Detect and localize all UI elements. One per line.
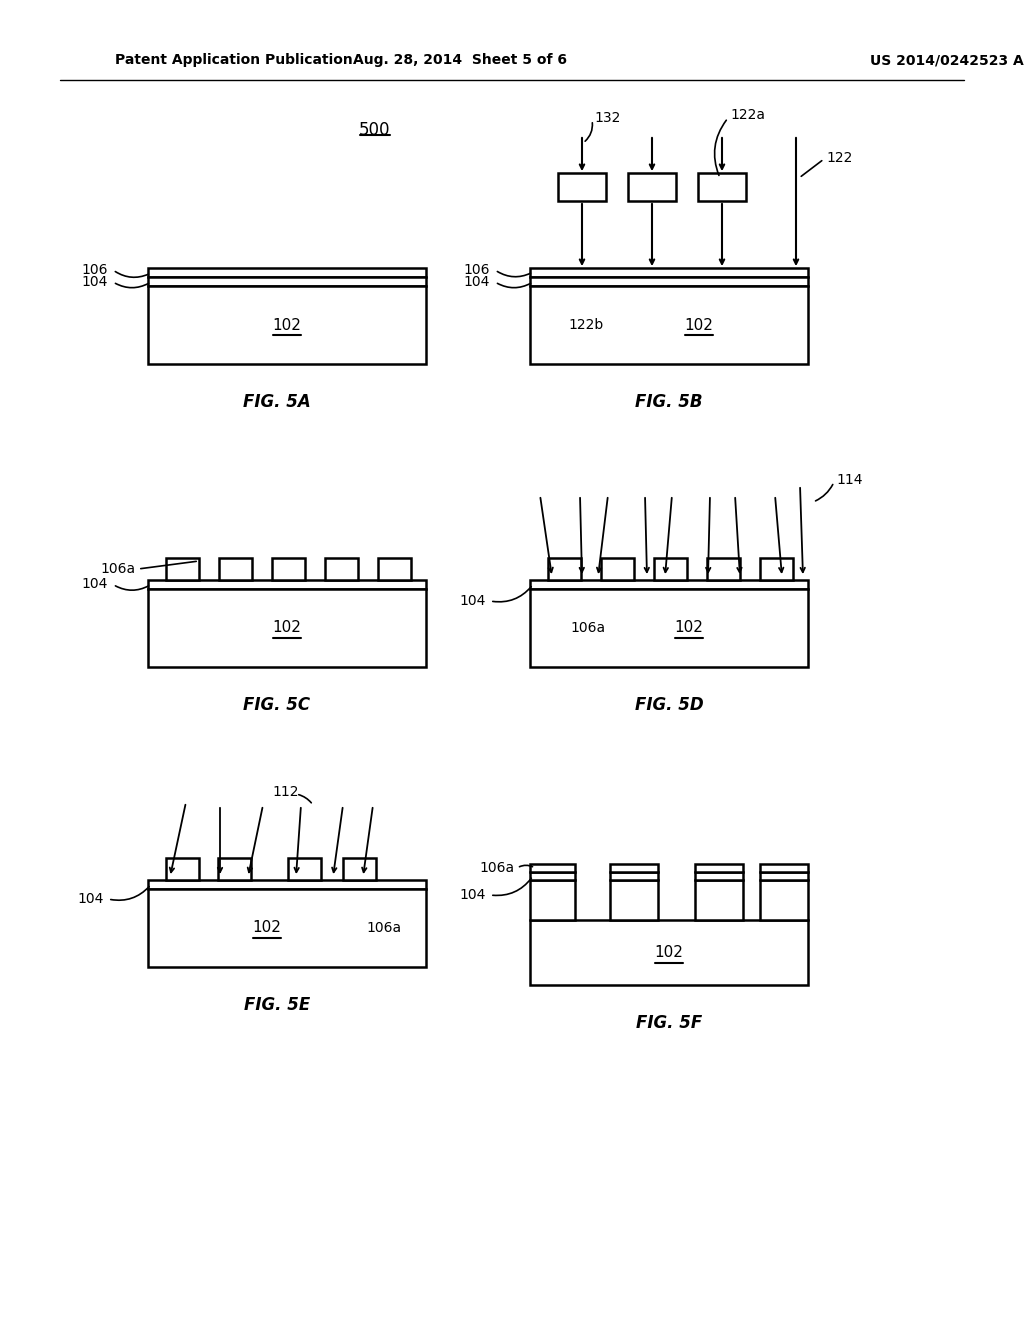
Bar	[548, 558, 581, 579]
Text: 102: 102	[654, 945, 683, 960]
Bar	[218, 858, 251, 880]
Text: 104: 104	[460, 594, 486, 609]
Bar	[148, 579, 426, 589]
Text: 104: 104	[82, 275, 108, 289]
Bar	[530, 873, 575, 880]
Text: US 2014/0242523 A1: US 2014/0242523 A1	[870, 53, 1024, 67]
Bar	[760, 880, 808, 920]
Text: FIG. 5E: FIG. 5E	[244, 997, 310, 1014]
Text: 106: 106	[464, 263, 490, 277]
Bar	[148, 589, 426, 667]
Text: 122a: 122a	[730, 108, 765, 121]
Bar	[760, 865, 808, 873]
Bar	[530, 277, 808, 286]
Bar	[558, 173, 606, 201]
Bar	[530, 920, 808, 985]
Text: 102: 102	[685, 318, 714, 333]
Text: 106a: 106a	[101, 562, 136, 576]
Bar	[148, 888, 426, 968]
Bar	[343, 858, 376, 880]
Text: 104: 104	[460, 888, 486, 902]
Bar	[760, 558, 793, 579]
Text: 106a: 106a	[367, 921, 401, 935]
Text: 104: 104	[464, 275, 490, 289]
Text: 102: 102	[675, 620, 703, 635]
Bar	[530, 286, 808, 364]
Bar	[219, 558, 252, 579]
Text: 122: 122	[826, 150, 852, 165]
Bar	[654, 558, 687, 579]
Bar	[148, 286, 426, 364]
Bar	[610, 873, 658, 880]
Bar	[148, 880, 426, 888]
Text: 106a: 106a	[570, 620, 605, 635]
Text: 104: 104	[82, 578, 108, 591]
Bar	[695, 873, 743, 880]
Text: 500: 500	[359, 121, 391, 139]
Text: 102: 102	[272, 318, 301, 333]
Bar	[272, 558, 305, 579]
Text: FIG. 5A: FIG. 5A	[243, 393, 311, 411]
Text: 102: 102	[253, 920, 282, 936]
Bar	[610, 880, 658, 920]
Bar	[530, 865, 575, 873]
Text: Patent Application Publication: Patent Application Publication	[115, 53, 352, 67]
Text: Aug. 28, 2014  Sheet 5 of 6: Aug. 28, 2014 Sheet 5 of 6	[353, 53, 567, 67]
Bar	[601, 558, 634, 579]
Bar	[288, 858, 321, 880]
Text: FIG. 5D: FIG. 5D	[635, 696, 703, 714]
Bar	[530, 589, 808, 667]
Text: FIG. 5C: FIG. 5C	[244, 696, 310, 714]
Bar	[530, 268, 808, 277]
Bar	[325, 558, 358, 579]
Text: 122b: 122b	[568, 318, 603, 333]
Text: 104: 104	[78, 892, 104, 906]
Text: 102: 102	[272, 620, 301, 635]
Bar	[530, 579, 808, 589]
Bar	[378, 558, 411, 579]
Bar	[695, 865, 743, 873]
Bar	[695, 880, 743, 920]
Bar	[166, 858, 199, 880]
Bar	[148, 268, 426, 277]
Text: FIG. 5B: FIG. 5B	[635, 393, 702, 411]
Bar	[760, 873, 808, 880]
Bar	[707, 558, 740, 579]
Bar	[148, 277, 426, 286]
Bar	[698, 173, 746, 201]
Text: FIG. 5F: FIG. 5F	[636, 1014, 702, 1032]
Text: 132: 132	[594, 111, 621, 125]
Bar	[530, 880, 575, 920]
Bar	[166, 558, 199, 579]
Text: 106a: 106a	[480, 861, 515, 875]
Text: 106: 106	[82, 263, 108, 277]
Bar	[628, 173, 676, 201]
Text: 112: 112	[272, 785, 299, 799]
Bar	[610, 865, 658, 873]
Text: 114: 114	[836, 473, 862, 487]
